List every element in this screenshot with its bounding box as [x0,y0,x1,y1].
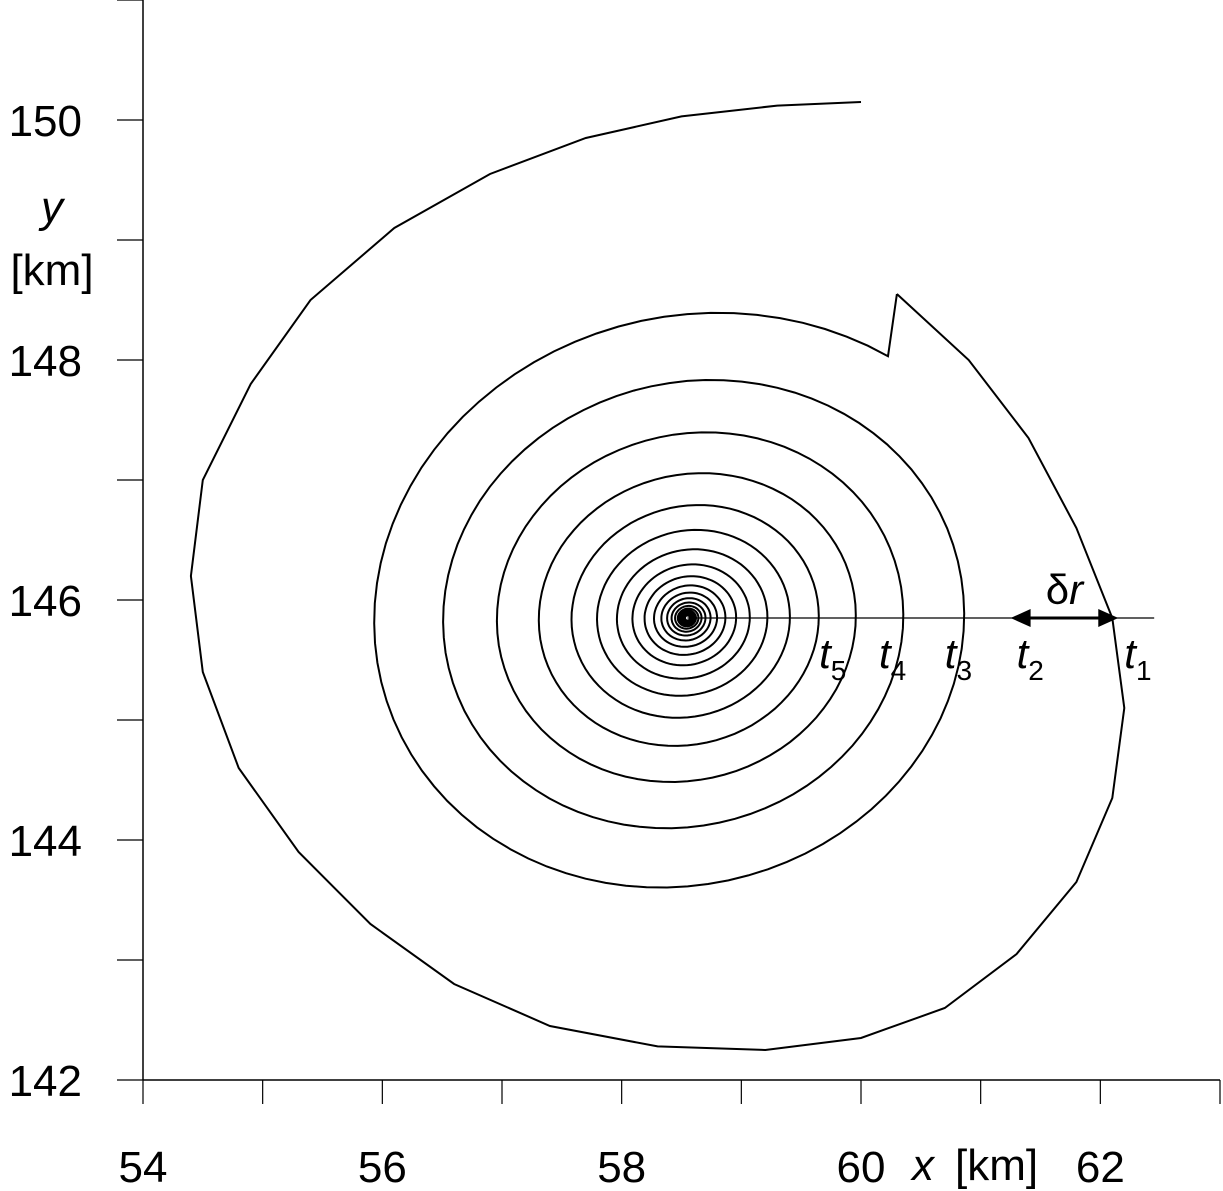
spiral-inner-arms [373,293,966,889]
delta-r-arrowhead-right [1098,609,1119,627]
y-axis-label-var: y [38,183,66,232]
x-tick-label: 56 [358,1143,407,1191]
crossing-label-t1: t1 [1124,630,1151,686]
crossing-label-t2: t2 [1017,630,1044,686]
x-tick-label: 62 [1076,1143,1125,1191]
crossing-label-subscript: 3 [956,655,972,686]
spiral-outer-arm [189,101,1126,1052]
y-axis-label-unit: [km] [10,246,93,295]
crossing-label-subscript: 5 [831,655,847,686]
y-tick-label: 150 [9,97,82,146]
x-tick-label: 58 [597,1143,646,1191]
x-axis-label-var: x [910,1141,936,1190]
axis-labels: x [km] y [km] [10,183,1038,1190]
y-tick-label: 146 [9,577,82,626]
crossing-label-subscript: 1 [1136,655,1152,686]
x-axis-label-unit: [km] [955,1141,1038,1190]
r-symbol: r [1069,566,1085,613]
delta-symbol: δ [1046,566,1069,613]
crossing-label-subscript: 4 [891,655,907,686]
x-tick-label: 54 [119,1143,168,1191]
delta-r-arrowhead-left [1010,609,1031,627]
crossing-label-t5: t5 [819,630,846,686]
crossing-label-t3: t3 [945,630,972,686]
y-tick-label: 148 [9,337,82,386]
y-tick-label: 144 [9,817,82,866]
y-tick-label: 142 [9,1057,82,1106]
x-tick-label: 60 [837,1143,886,1191]
crossing-label-subscript: 2 [1028,655,1044,686]
delta-r-label: δr [1046,566,1085,613]
